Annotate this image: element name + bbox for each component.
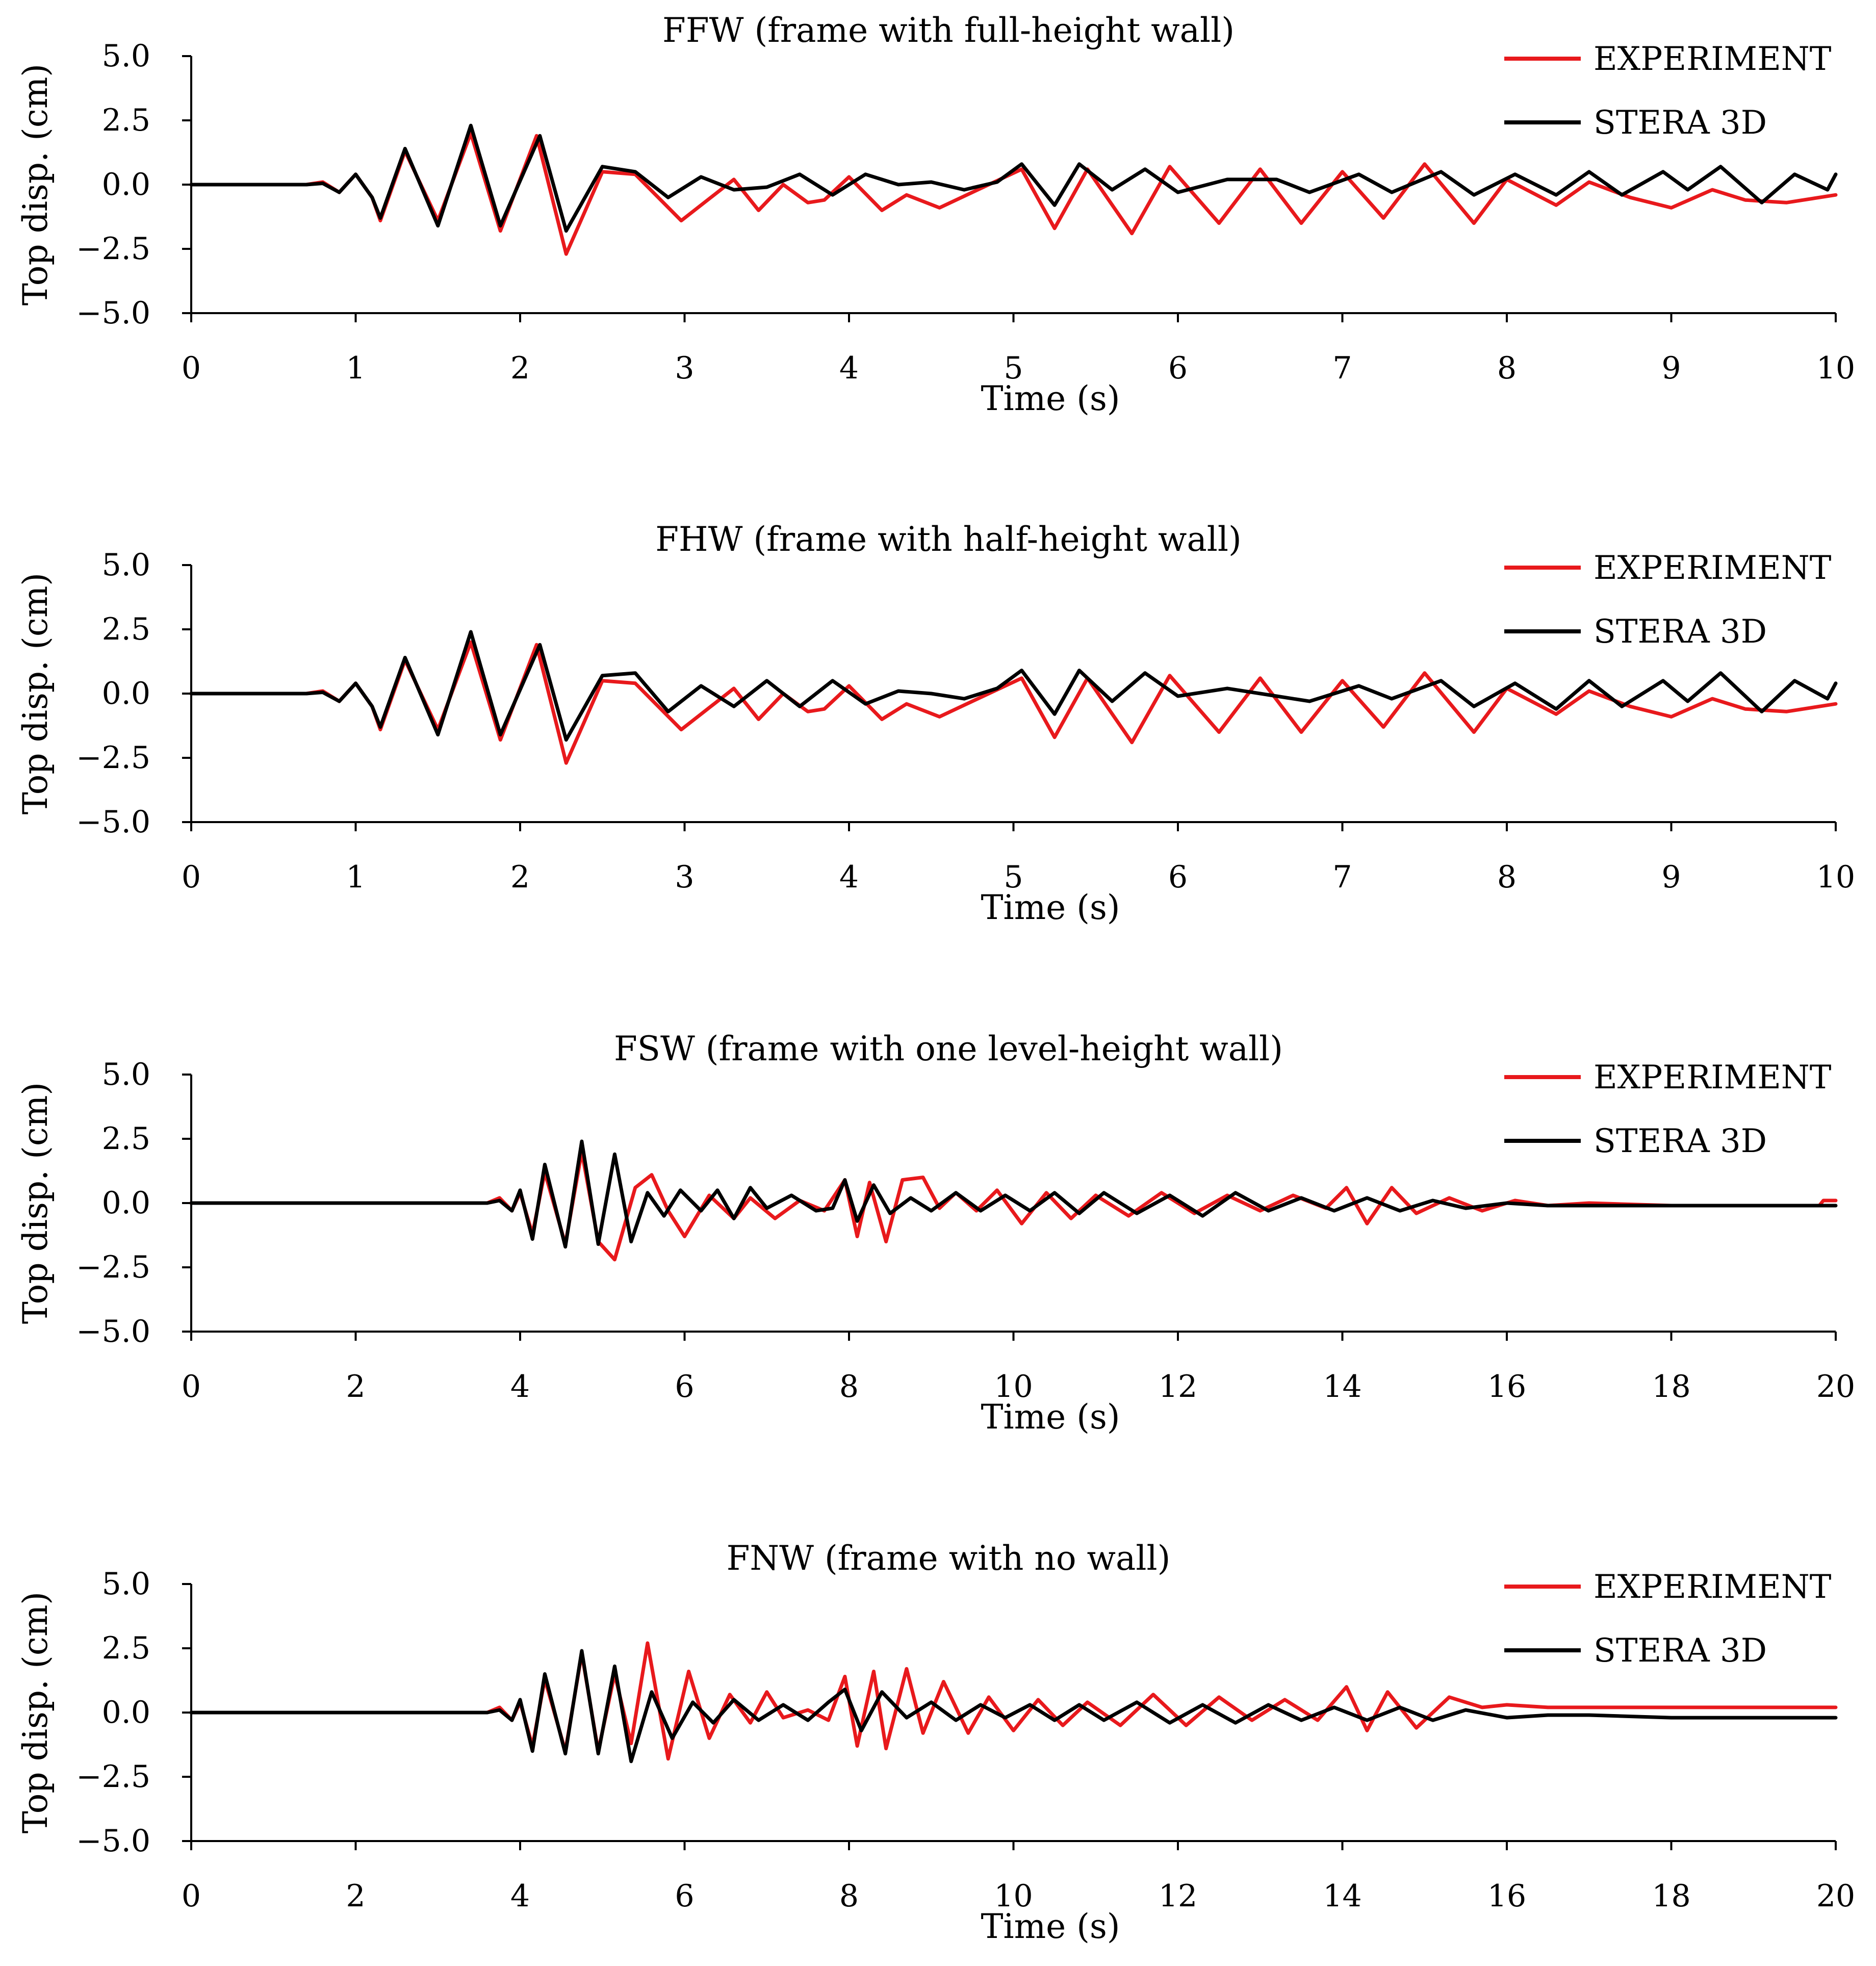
x-tick-label: 10	[994, 1878, 1033, 1914]
y-axis-title: Top disp. (cm)	[16, 573, 55, 814]
series-line-stera-3d	[189, 630, 1838, 742]
y-tick-label: −5.0	[76, 1823, 150, 1859]
x-axis-title: Time (s)	[981, 1907, 1120, 1946]
x-tick-label: 12	[1159, 1878, 1197, 1914]
x-tick-label: 7	[1332, 350, 1352, 386]
series-line-stera-3d	[189, 1649, 1838, 1764]
x-tick-label: 20	[1816, 1369, 1855, 1405]
x-tick-label: 0	[182, 859, 201, 895]
x-tick-label: 8	[839, 1369, 859, 1405]
x-tick-label: 4	[510, 1369, 530, 1405]
legend-label: STERA 3D	[1594, 1632, 1767, 1670]
x-tick-label: 16	[1487, 1878, 1526, 1914]
chart-panel-1: FHW (frame with half-height wall) 5.0 2.5 0…	[16, 520, 1855, 927]
y-tick-label: −2.5	[76, 1759, 150, 1795]
legend-label: EXPERIMENT	[1594, 40, 1832, 78]
chart-title: FFW (frame with full-height wall)	[662, 11, 1235, 50]
x-tick-label: 2	[346, 1878, 365, 1914]
x-tick-label: 4	[510, 1878, 530, 1914]
legend-label: STERA 3D	[1594, 1122, 1767, 1160]
y-tick-label: 5.0	[102, 547, 150, 583]
x-tick-label: 8	[839, 1878, 859, 1914]
series-line-experiment	[189, 640, 1838, 765]
x-tick-label: 1	[346, 859, 365, 895]
y-tick-label: −5.0	[76, 1314, 150, 1349]
y-axis-title: Top disp. (cm)	[16, 1082, 55, 1324]
series-line-stera-3d	[189, 1139, 1838, 1249]
y-tick-label: 2.5	[102, 1630, 150, 1666]
x-tick-label: 3	[675, 350, 694, 386]
x-axis-title: Time (s)	[981, 1397, 1120, 1437]
x-tick-label: 14	[1323, 1369, 1361, 1405]
x-tick-label: 10	[1816, 350, 1855, 386]
x-tick-label: 10	[1816, 859, 1855, 895]
y-tick-label: −2.5	[76, 1249, 150, 1285]
x-tick-label: 6	[675, 1878, 694, 1914]
legend-label: STERA 3D	[1594, 104, 1767, 142]
y-tick-label: 5.0	[102, 1057, 150, 1092]
x-tick-label: 4	[839, 859, 859, 895]
y-tick-label: −5.0	[76, 804, 150, 840]
x-tick-label: 16	[1487, 1369, 1526, 1405]
x-tick-label: 4	[839, 350, 859, 386]
x-tick-label: 3	[675, 859, 694, 895]
series-line-stera-3d	[189, 123, 1838, 233]
x-tick-label: 5	[1004, 350, 1023, 386]
chart-title: FSW (frame with one level-height wall)	[614, 1029, 1283, 1068]
x-tick-label: 20	[1816, 1878, 1855, 1914]
legend-label: STERA 3D	[1594, 613, 1767, 651]
y-tick-label: −2.5	[76, 740, 150, 776]
series-line-experiment	[189, 131, 1838, 256]
y-tick-label: 2.5	[102, 1121, 150, 1157]
x-tick-label: 10	[994, 1369, 1033, 1405]
legend-label: EXPERIMENT	[1594, 1059, 1832, 1096]
x-tick-label: 7	[1332, 859, 1352, 895]
y-tick-label: 2.5	[102, 611, 150, 647]
legend-label: EXPERIMENT	[1594, 549, 1832, 587]
x-tick-label: 12	[1159, 1369, 1197, 1405]
y-tick-label: 0.0	[102, 167, 150, 202]
chart-panel-0: FFW (frame with full-height wall) 5.0 2.5 0…	[16, 11, 1855, 418]
x-tick-label: 5	[1004, 859, 1023, 895]
x-tick-label: 14	[1323, 1878, 1361, 1914]
x-tick-label: 18	[1652, 1369, 1690, 1405]
x-tick-label: 8	[1497, 350, 1517, 386]
chart-panel-2: FSW (frame with one level-height wall) 5.…	[16, 1029, 1855, 1437]
legend-label: EXPERIMENT	[1594, 1568, 1832, 1606]
y-axis-title: Top disp. (cm)	[16, 1592, 55, 1833]
x-tick-label: 18	[1652, 1878, 1690, 1914]
y-tick-label: 0.0	[102, 1695, 150, 1730]
chart-title: FNW (frame with no wall)	[727, 1539, 1171, 1578]
x-tick-label: 8	[1497, 859, 1517, 895]
y-tick-label: 0.0	[102, 1185, 150, 1221]
y-tick-label: 2.5	[102, 103, 150, 138]
y-tick-label: 5.0	[102, 38, 150, 74]
y-tick-label: −2.5	[76, 231, 150, 267]
y-tick-label: 5.0	[102, 1566, 150, 1602]
x-tick-label: 0	[182, 1369, 201, 1405]
x-tick-label: 0	[182, 1878, 201, 1914]
x-axis-title: Time (s)	[981, 888, 1120, 927]
x-tick-label: 6	[675, 1369, 694, 1405]
x-tick-label: 6	[1168, 350, 1188, 386]
x-tick-label: 2	[346, 1369, 365, 1405]
chart-panel-3: FNW (frame with no wall) 5.0 2.5 0.0 −2.5 −5.…	[16, 1539, 1855, 1946]
y-axis-title: Top disp. (cm)	[16, 64, 55, 305]
chart-title: FHW (frame with half-height wall)	[655, 520, 1242, 559]
x-tick-label: 9	[1661, 859, 1681, 895]
x-tick-label: 2	[510, 859, 530, 895]
x-tick-label: 1	[346, 350, 365, 386]
x-tick-label: 9	[1661, 350, 1681, 386]
y-tick-label: 0.0	[102, 676, 150, 711]
x-axis-title: Time (s)	[981, 379, 1120, 418]
x-tick-label: 2	[510, 350, 530, 386]
x-tick-label: 0	[182, 350, 201, 386]
x-tick-label: 6	[1168, 859, 1188, 895]
y-tick-label: −5.0	[76, 295, 150, 331]
